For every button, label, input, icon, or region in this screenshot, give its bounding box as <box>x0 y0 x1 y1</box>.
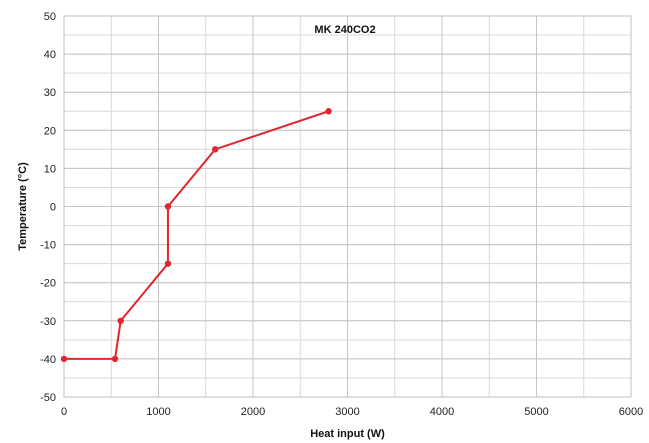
grid <box>63 15 632 398</box>
x-tick-label: 1000 <box>146 406 170 418</box>
series <box>60 108 332 363</box>
y-tick-label: 50 <box>44 11 56 23</box>
chart-title: MK 240CO2 <box>314 24 375 36</box>
series-line <box>64 110 329 360</box>
y-tick-label: 30 <box>44 87 56 99</box>
plot-frame <box>63 15 632 398</box>
data-point <box>60 355 68 363</box>
y-tick-label: -30 <box>40 316 56 328</box>
data-point <box>325 108 332 115</box>
x-tick-label: 3000 <box>335 406 359 418</box>
data-point <box>164 260 172 267</box>
y-tick-label: 20 <box>44 125 56 137</box>
y-tick-label: -20 <box>40 278 56 290</box>
x-tick-label: 2000 <box>241 406 265 418</box>
y-tick-label: 40 <box>44 49 56 61</box>
y-tick-label: -10 <box>40 240 56 252</box>
x-axis-title: Heat input (W) <box>310 428 385 440</box>
data-point <box>117 317 124 324</box>
x-tick-label: 0 <box>61 406 67 418</box>
y-tick-label: 0 <box>50 202 56 214</box>
data-point <box>212 146 219 153</box>
data-point <box>164 203 172 210</box>
y-tick-label: 10 <box>44 163 56 175</box>
data-point <box>111 355 119 363</box>
ticks: -50 -40 -30 -20 -10 0 10 20 30 40 50 0 1000 2000 3000 4… <box>40 11 643 418</box>
y-axis-title: Temperature (°C) <box>17 162 29 251</box>
x-tick-label: 4000 <box>430 406 454 418</box>
y-tick-label: -40 <box>40 354 56 366</box>
y-tick-label: -50 <box>40 392 56 404</box>
x-tick-label: 6000 <box>619 406 643 418</box>
x-tick-label: 5000 <box>524 406 548 418</box>
